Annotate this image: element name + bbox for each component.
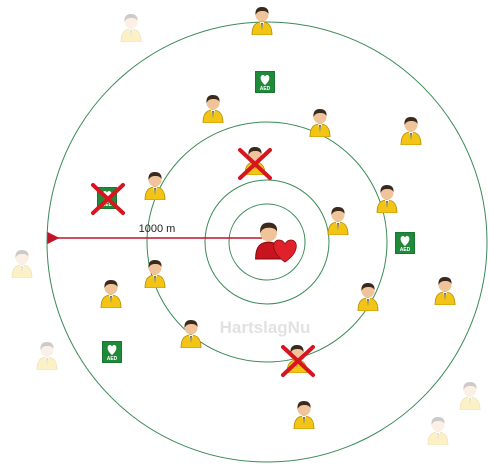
unavailable-marks — [93, 150, 313, 375]
person — [252, 7, 272, 35]
person — [358, 283, 378, 311]
page: {"arrow_label": "1000 m", "watermark": "… — [0, 0, 489, 470]
person — [101, 280, 121, 308]
person — [37, 342, 57, 370]
person — [401, 117, 421, 145]
person — [203, 95, 223, 123]
person — [460, 382, 480, 410]
person — [377, 185, 397, 213]
aed-label: AED — [107, 356, 118, 362]
person — [428, 417, 448, 445]
person — [328, 207, 348, 235]
person — [12, 250, 32, 278]
aed-label: AED — [400, 247, 411, 253]
aed-label: AED — [260, 86, 271, 92]
faded-people — [12, 14, 480, 445]
aed: AED — [395, 232, 415, 254]
radius-diagram: HartslagNu AED AED — [0, 0, 489, 470]
people — [101, 7, 455, 429]
arrow-label: 1000 m — [139, 223, 176, 235]
person — [435, 277, 455, 305]
person — [121, 14, 141, 42]
person — [310, 109, 330, 137]
aed: AED — [102, 341, 122, 363]
victim — [256, 223, 297, 262]
aed: AED — [255, 71, 275, 93]
person — [145, 172, 165, 200]
person — [145, 260, 165, 288]
arrow: 1000 m — [58, 223, 262, 238]
watermark: HartslagNu — [220, 318, 311, 337]
person — [181, 320, 201, 348]
person — [294, 401, 314, 429]
